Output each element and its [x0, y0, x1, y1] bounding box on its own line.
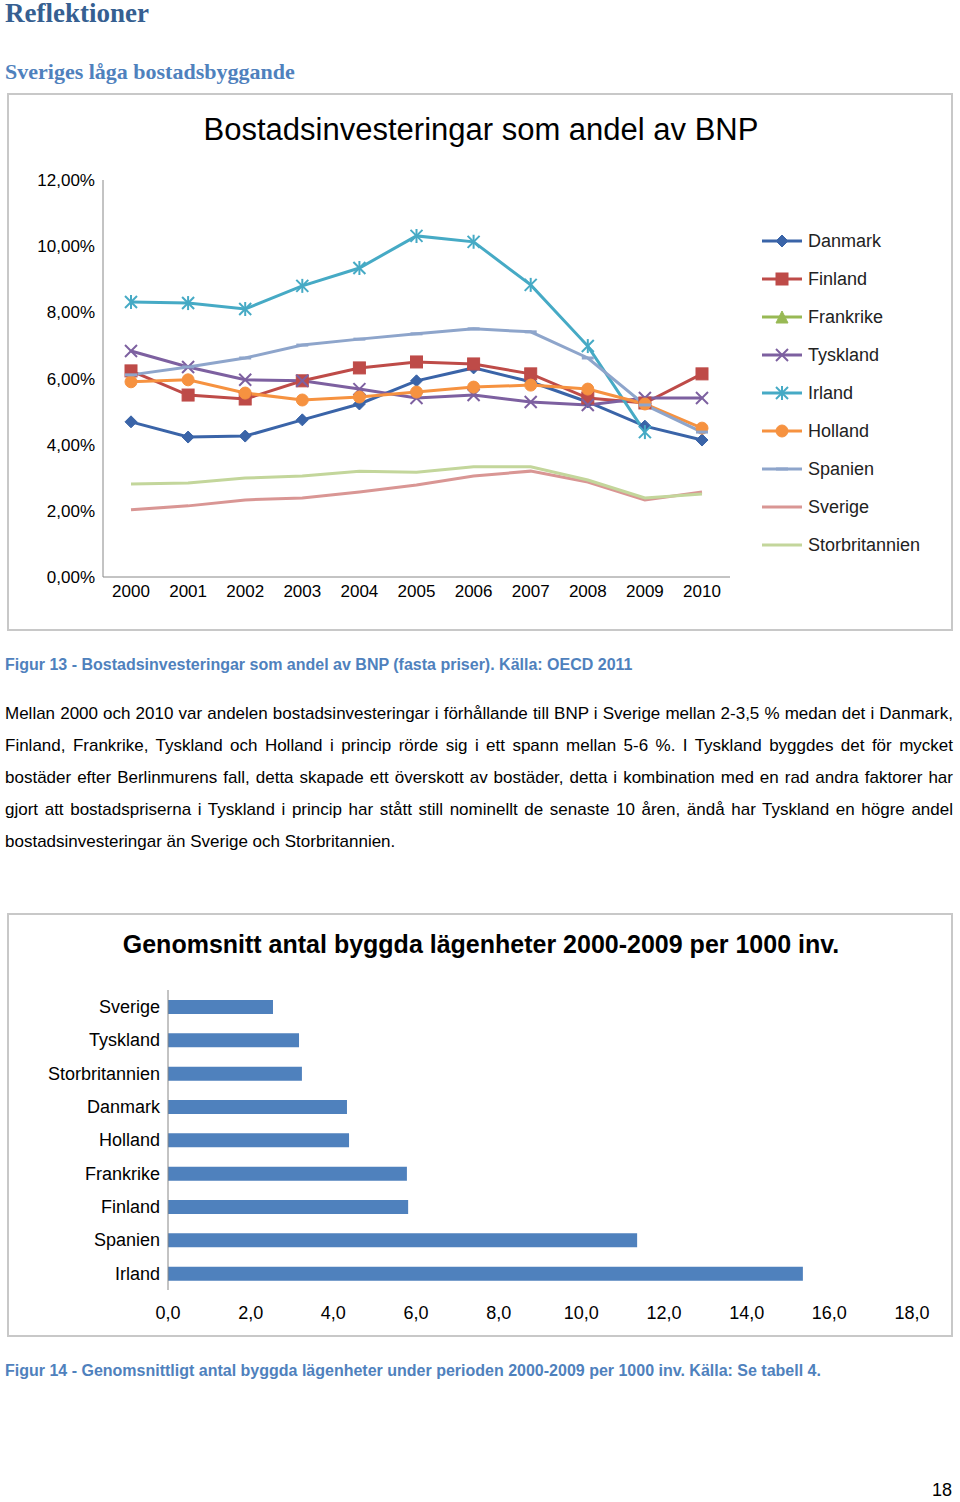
svg-text:Storbritannien: Storbritannien — [48, 1064, 160, 1084]
html-text:Sveriges låga bostadsbyggande: Sveriges låga bostadsbyggande — [5, 59, 295, 84]
svg-text:4,00%: 4,00% — [47, 436, 95, 455]
svg-text:2,00%: 2,00% — [47, 502, 95, 521]
svg-text:2004: 2004 — [340, 582, 378, 601]
svg-text:16,0: 16,0 — [812, 1303, 847, 1323]
svg-text:0,00%: 0,00% — [47, 568, 95, 587]
svg-text:0,0: 0,0 — [155, 1303, 180, 1323]
svg-text:2006: 2006 — [455, 582, 493, 601]
svg-text:Danmark: Danmark — [87, 1097, 161, 1117]
svg-text:Holland: Holland — [99, 1130, 160, 1150]
svg-text:8,0: 8,0 — [486, 1303, 511, 1323]
svg-text:8,00%: 8,00% — [47, 303, 95, 322]
svg-text:2005: 2005 — [398, 582, 436, 601]
html-text:Finland: Finland — [808, 268, 867, 289]
svg-text:10,0: 10,0 — [564, 1303, 599, 1323]
html-text:Spanien: Spanien — [808, 458, 875, 479]
svg-text:6,0: 6,0 — [403, 1303, 428, 1323]
svg-text:2009: 2009 — [626, 582, 664, 601]
svg-text:12,0: 12,0 — [646, 1303, 681, 1323]
svg-text:2000: 2000 — [112, 582, 150, 601]
svg-text:2008: 2008 — [569, 582, 607, 601]
svg-text:2010: 2010 — [683, 582, 721, 601]
svg-text:Finland: Finland — [101, 1197, 160, 1217]
svg-text:12,00%: 12,00% — [37, 171, 95, 190]
svg-text:14,0: 14,0 — [729, 1303, 764, 1323]
svg-text:18,0: 18,0 — [894, 1303, 929, 1323]
html-text:Bostadsinvesteringar som andel: Bostadsinvesteringar som andel av BNP — [203, 112, 759, 147]
html-text:Genomsnitt antal byggda lägenh: Genomsnitt antal byggda lägenheter 2000-… — [122, 930, 840, 958]
svg-text:Tyskland: Tyskland — [89, 1030, 160, 1050]
html-text:Irland: Irland — [808, 382, 853, 403]
svg-text:Spanien: Spanien — [94, 1230, 160, 1250]
svg-text:10,00%: 10,00% — [37, 237, 95, 256]
html-text:Tyskland: Tyskland — [808, 344, 879, 365]
svg-text:2002: 2002 — [226, 582, 264, 601]
html-text:Storbritannien: Storbritannien — [808, 534, 921, 555]
html-text:18: 18 — [932, 1480, 952, 1500]
svg-text:Irland: Irland — [115, 1264, 160, 1284]
svg-text:2003: 2003 — [283, 582, 321, 601]
svg-text:2007: 2007 — [512, 582, 550, 601]
html-text:Danmark: Danmark — [808, 230, 881, 251]
svg-text:4,0: 4,0 — [321, 1303, 346, 1323]
html-text:Figur 13 - Bostadsinvesteringa: Figur 13 - Bostadsinvesteringar som ande… — [5, 656, 633, 673]
svg-text:Frankrike: Frankrike — [85, 1164, 160, 1184]
svg-text:2001: 2001 — [169, 582, 207, 601]
svg-text:6,00%: 6,00% — [47, 370, 95, 389]
svg-text:2,0: 2,0 — [238, 1303, 263, 1323]
html-text:Holland: Holland — [808, 420, 869, 441]
svg-text:Sverige: Sverige — [99, 997, 160, 1017]
html-text:Figur 14 - Genomsnittligt anta: Figur 14 - Genomsnittligt antal byggda l… — [5, 1362, 821, 1379]
html-text:Frankrike: Frankrike — [808, 306, 883, 327]
html-text:Mellan 2000 och 2010 var andel: Mellan 2000 och 2010 var andelen bostads… — [5, 704, 953, 851]
html-text:Sverige: Sverige — [808, 496, 869, 517]
